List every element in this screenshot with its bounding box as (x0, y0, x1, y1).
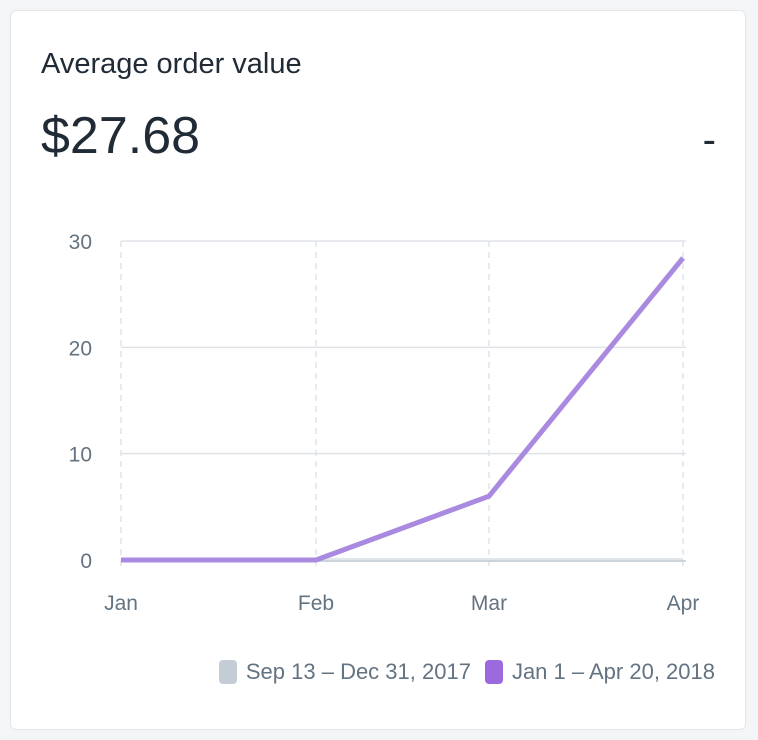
x-tick-label: Apr (667, 592, 700, 615)
average-order-value-card (10, 10, 746, 730)
card-title: Average order value (41, 48, 302, 80)
y-tick-label: 10 (69, 444, 92, 467)
legend-swatch-current (484, 660, 503, 684)
series-line-current (121, 256, 685, 563)
legend-item-previous: Sep 13 – Dec 31, 2017 (218, 659, 471, 685)
legend-label-current: Jan 1 – Apr 20, 2018 (511, 659, 715, 684)
x-tick-label: Jan (104, 592, 138, 615)
metric-value: $27.68 (41, 107, 201, 165)
chart-legend: Sep 13 – Dec 31, 2017 Jan 1 – Apr 20, 20… (205, 659, 715, 685)
y-tick-label: 20 (69, 337, 92, 360)
legend-label-previous: Sep 13 – Dec 31, 2017 (245, 659, 471, 684)
x-tick-label: Feb (298, 592, 334, 615)
x-tick-label: Mar (471, 592, 507, 615)
y-tick-label: 0 (80, 550, 92, 573)
legend-swatch-previous (218, 660, 237, 684)
metric-delta: - (702, 118, 716, 162)
y-tick-label: 30 (69, 231, 92, 254)
legend-item-current: Jan 1 – Apr 20, 2018 (484, 659, 715, 685)
